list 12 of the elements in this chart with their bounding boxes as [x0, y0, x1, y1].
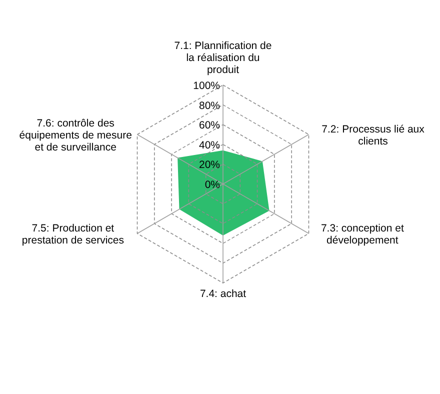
spoke-label: 7.4: achat — [200, 288, 246, 300]
y-tick-label: 20% — [198, 159, 220, 172]
spoke-label: 7.2: Processus lié aux clients — [322, 124, 426, 148]
y-tick-label: 100% — [193, 80, 220, 92]
spoke-label: 7.1: Plannification de la réalisation du produit — [174, 40, 272, 76]
y-tick-label: 60% — [198, 120, 220, 132]
spoke-label: 7.3: conception et développement — [320, 222, 404, 246]
y-tick-label: 80% — [198, 100, 220, 112]
y-tick-label: 40% — [198, 139, 220, 152]
spoke-label: 7.6: contrôle des équipements de mesure et de surveillance — [19, 118, 132, 154]
y-tick-label: 0% — [204, 179, 220, 191]
spoke-label: 7.5: Production et prestation de services — [22, 222, 124, 246]
